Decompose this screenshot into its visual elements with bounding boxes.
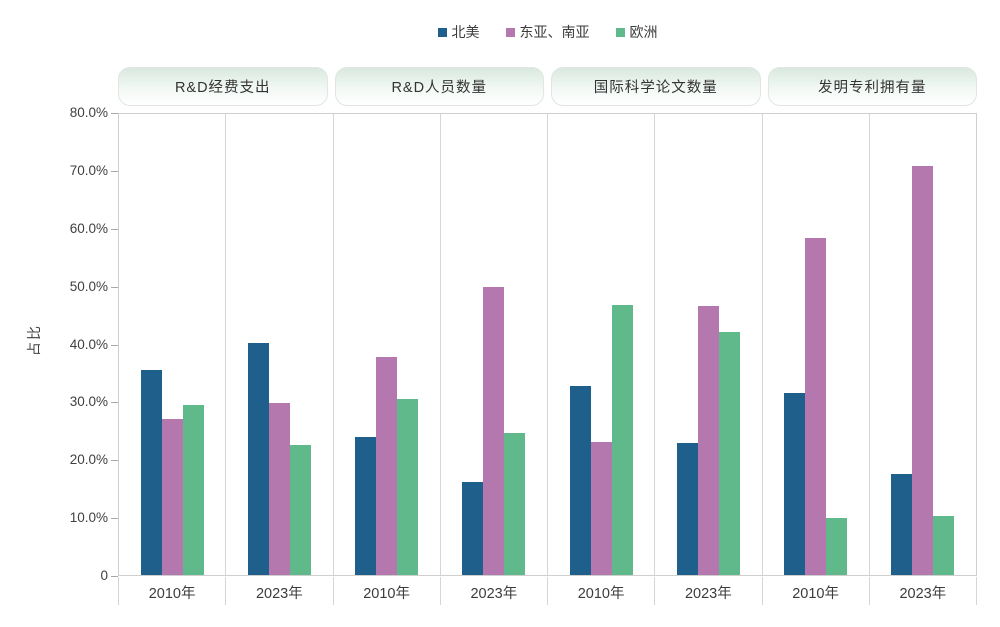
legend-label: 欧洲 xyxy=(629,24,658,40)
bar-北美 xyxy=(140,370,162,575)
bar-欧洲 xyxy=(933,515,955,575)
x-axis-label-row: 2010年 2023年 2010年 2023年 2010年 2023年 2010年 2023年 xyxy=(118,577,977,605)
category-header: R&D人员数量 xyxy=(334,67,544,106)
bar-欧洲 xyxy=(182,405,204,575)
plot-cell-R&D经费支出-2010年 xyxy=(119,114,227,575)
bar-北美 xyxy=(569,386,591,575)
y-axis-tick-labels: 80.0% 70.0% 60.0% 50.0% 40.0% 30.0% 20.0% 10.0%… xyxy=(0,105,108,583)
x-axis-label: 2023年 xyxy=(226,577,334,605)
legend-swatch-icon xyxy=(615,27,625,37)
y-tick-mark xyxy=(111,113,118,114)
x-axis-label-text: 2010年 xyxy=(148,586,196,602)
y-tick-label: 80.0% xyxy=(69,105,108,120)
x-axis-label: 2010年 xyxy=(334,577,441,605)
bar-欧洲 xyxy=(397,399,419,575)
plot-cell-发明专利拥有量-2023年 xyxy=(870,114,976,575)
y-tick-label: 40.0% xyxy=(69,336,108,352)
legend-item: 东亚、南亚 xyxy=(505,22,590,42)
x-axis-label-text: 2023年 xyxy=(684,586,732,602)
x-axis-label-text: 2010年 xyxy=(363,586,410,602)
category-header-label: 发明专利拥有量 xyxy=(818,80,927,96)
legend-swatch-icon xyxy=(505,27,515,37)
bar-北美 xyxy=(247,342,269,575)
bar-东亚、南亚 xyxy=(590,441,612,575)
x-axis-label-text: 2023年 xyxy=(899,586,947,602)
y-tick-label: 50.0% xyxy=(69,278,108,294)
bar-北美 xyxy=(462,481,484,575)
y-tick-mark xyxy=(111,286,118,288)
plot-cell-R&D人员数量-2023年 xyxy=(441,114,548,575)
y-tick-label: 10.0% xyxy=(69,510,108,526)
legend-item: 欧洲 xyxy=(615,22,658,42)
category-header: R&D经费支出 xyxy=(118,67,328,106)
plot-cell-国际科学论文数量-2010年 xyxy=(548,114,656,575)
y-tick-label: 0 xyxy=(100,568,108,583)
bar-欧洲 xyxy=(289,445,311,575)
x-axis-label: 2010年 xyxy=(548,577,656,605)
y-tick-mark xyxy=(111,228,118,230)
y-tick-label: 30.0% xyxy=(69,394,108,410)
x-axis-label-text: 2010年 xyxy=(577,586,625,602)
legend-label: 东亚、南亚 xyxy=(519,24,590,40)
bar-欧洲 xyxy=(611,305,633,575)
legend-swatch-icon xyxy=(437,27,447,37)
plot-cell-R&D经费支出-2023年 xyxy=(226,114,334,575)
plot-area xyxy=(118,113,977,576)
bar-北美 xyxy=(891,474,913,575)
bar-北美 xyxy=(784,393,806,575)
bar-东亚、南亚 xyxy=(268,402,290,575)
category-header-row: R&D经费支出 R&D人员数量 国际科学论文数量 发明专利拥有量 xyxy=(118,67,977,106)
x-axis-label: 2010年 xyxy=(119,577,227,605)
x-axis-label-text: 2023年 xyxy=(470,586,518,602)
category-header-label: R&D经费支出 xyxy=(174,80,271,96)
bar-北美 xyxy=(355,436,377,575)
bar-东亚、南亚 xyxy=(376,357,398,575)
bar-欧洲 xyxy=(504,432,526,575)
bar-东亚、南亚 xyxy=(805,238,827,575)
category-header-label: 国际科学论文数量 xyxy=(593,80,718,96)
x-axis-label-text: 2023年 xyxy=(255,586,303,602)
legend-item: 北美 xyxy=(437,22,480,42)
bar-欧洲 xyxy=(718,332,740,575)
y-tick-label: 70.0% xyxy=(69,162,108,178)
plot-cell-发明专利拥有量-2010年 xyxy=(763,114,870,575)
bar-东亚、南亚 xyxy=(912,166,934,575)
x-axis-label: 2010年 xyxy=(763,577,870,605)
y-tick-mark xyxy=(111,402,118,404)
x-axis-label: 2023年 xyxy=(655,577,763,605)
bar-东亚、南亚 xyxy=(483,286,505,575)
legend-label: 北美 xyxy=(451,24,480,40)
category-header: 国际科学论文数量 xyxy=(551,67,761,106)
category-header: 发明专利拥有量 xyxy=(767,67,977,106)
y-tick-mark xyxy=(111,518,118,520)
y-tick-mark xyxy=(111,170,118,172)
bar-欧洲 xyxy=(826,517,848,575)
x-axis-label: 2023年 xyxy=(441,577,548,605)
y-tick-mark xyxy=(111,460,118,462)
bar-北美 xyxy=(676,443,698,575)
x-axis-label-text: 2010年 xyxy=(792,586,839,602)
x-axis-label: 2023年 xyxy=(870,577,976,605)
y-tick-label: 20.0% xyxy=(69,452,108,468)
plot-cell-国际科学论文数量-2023年 xyxy=(655,114,763,575)
category-header-label: R&D人员数量 xyxy=(391,80,488,96)
y-tick-label: 60.0% xyxy=(69,220,108,236)
plot-cell-R&D人员数量-2010年 xyxy=(334,114,441,575)
y-tick-mark xyxy=(111,344,118,346)
bar-东亚、南亚 xyxy=(161,419,183,575)
chart-legend: 北美 东亚、南亚 欧洲 xyxy=(118,22,977,42)
y-tick-mark xyxy=(111,576,118,577)
bar-东亚、南亚 xyxy=(697,305,719,575)
